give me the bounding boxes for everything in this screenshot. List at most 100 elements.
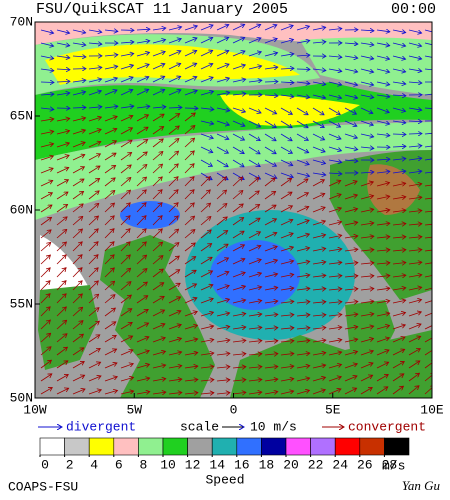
wind-arrow [216,78,229,83]
wind-arrow [104,116,117,122]
wind-arrow [152,351,165,356]
wind-arrow [88,91,101,96]
wind-arrow [136,392,150,394]
wind-arrow [56,131,70,135]
colorbar-tick-label: 18 [259,457,275,472]
wind-arrow [376,276,390,277]
wind-arrow [424,210,432,213]
wind-arrow [152,229,162,239]
wind-arrow [136,41,150,43]
wind-arrow [264,219,276,226]
wind-arrow [344,249,358,251]
colorbar-unit: m/s [382,458,405,473]
wind-arrow [328,81,342,85]
wind-arrow [328,352,342,356]
wind-arrow [72,281,82,291]
wind-arrow [232,159,244,167]
wind-arrow [120,177,131,187]
wind-arrow [104,322,116,330]
wind-arrow [296,275,310,277]
wind-arrow [408,171,422,173]
y-tick-label: 65N [10,108,33,123]
wind-arrow [184,216,195,226]
colorbar-tick-label: 14 [209,457,225,472]
wind-arrow [392,325,405,330]
wind-arrow [248,273,261,278]
wind-arrow [280,82,294,83]
wind-arrow [328,28,342,30]
wind-arrow [392,275,406,277]
wind-arrow [184,325,197,330]
wind-arrow [104,106,118,108]
wind-arrow [232,367,246,368]
legend-scale-value: 10 m/s [250,419,297,434]
wind-arrow [312,146,325,152]
band [35,122,432,220]
wind-arrow [264,379,278,381]
y-tick-label: 60N [10,202,33,217]
wind-arrow [200,393,214,394]
wind-arrow [328,364,341,369]
wind-arrow [104,90,117,96]
wind-arrow [296,302,310,303]
wind-arrow [360,147,374,148]
wind-arrow [136,282,147,291]
time: 00:00 [391,1,436,18]
wind-arrow [328,235,342,238]
wind-arrow [56,268,66,278]
wind-arrow [40,82,54,83]
wind-arrow [344,364,357,369]
wind-arrow [232,313,246,316]
wind-arrow [312,353,326,355]
wind-arrow [40,180,53,187]
wind-arrow [168,270,180,278]
wind-arrow [120,106,134,108]
x-tick-label: 5E [325,402,341,417]
wind-arrow [424,325,432,330]
band [220,94,360,126]
wind-arrow [216,133,229,139]
wind-arrow [104,363,117,369]
wind-arrow [72,348,84,356]
wind-arrow [152,365,166,369]
wind-arrow [360,182,373,187]
wind-arrow [264,354,278,355]
wind-arrow [296,220,309,226]
wind-arrow [120,203,130,213]
wind-arrow [136,269,147,278]
wind-arrow [88,30,102,32]
wind-arrow [280,366,294,368]
wind-arrow [232,146,244,154]
wind-arrow [296,159,309,165]
wind-arrow [312,221,325,226]
wind-arrow [360,326,374,330]
wind-arrow [280,192,292,200]
wind-arrow [296,353,310,355]
wind-arrow [184,63,197,70]
wind-arrow [232,354,246,355]
wind-arrow [56,242,66,252]
wind-arrow [200,146,213,152]
land [230,330,432,398]
wind-arrow [344,236,358,238]
wind-arrow [312,193,325,200]
wind-arrow [312,275,326,277]
colorbar-tick-label: 22 [308,457,324,472]
wind-arrow [120,165,131,174]
wind-arrow [296,288,310,290]
wind-arrow [56,347,67,356]
wind-arrow [232,133,245,140]
wind-arrow [248,80,262,82]
colorbar-tick-label: 28 [382,457,398,472]
wind-arrow [120,140,132,148]
wind-arrow [424,336,432,343]
wind-arrow [264,366,278,368]
wind-arrow [248,367,262,368]
wind-arrow [344,120,357,126]
wind-arrow [40,230,51,239]
wind-arrow [392,68,406,72]
wind-arrow [152,127,164,135]
wind-arrow [408,324,421,330]
wind-arrow [360,133,374,137]
wind-arrow [72,142,85,148]
